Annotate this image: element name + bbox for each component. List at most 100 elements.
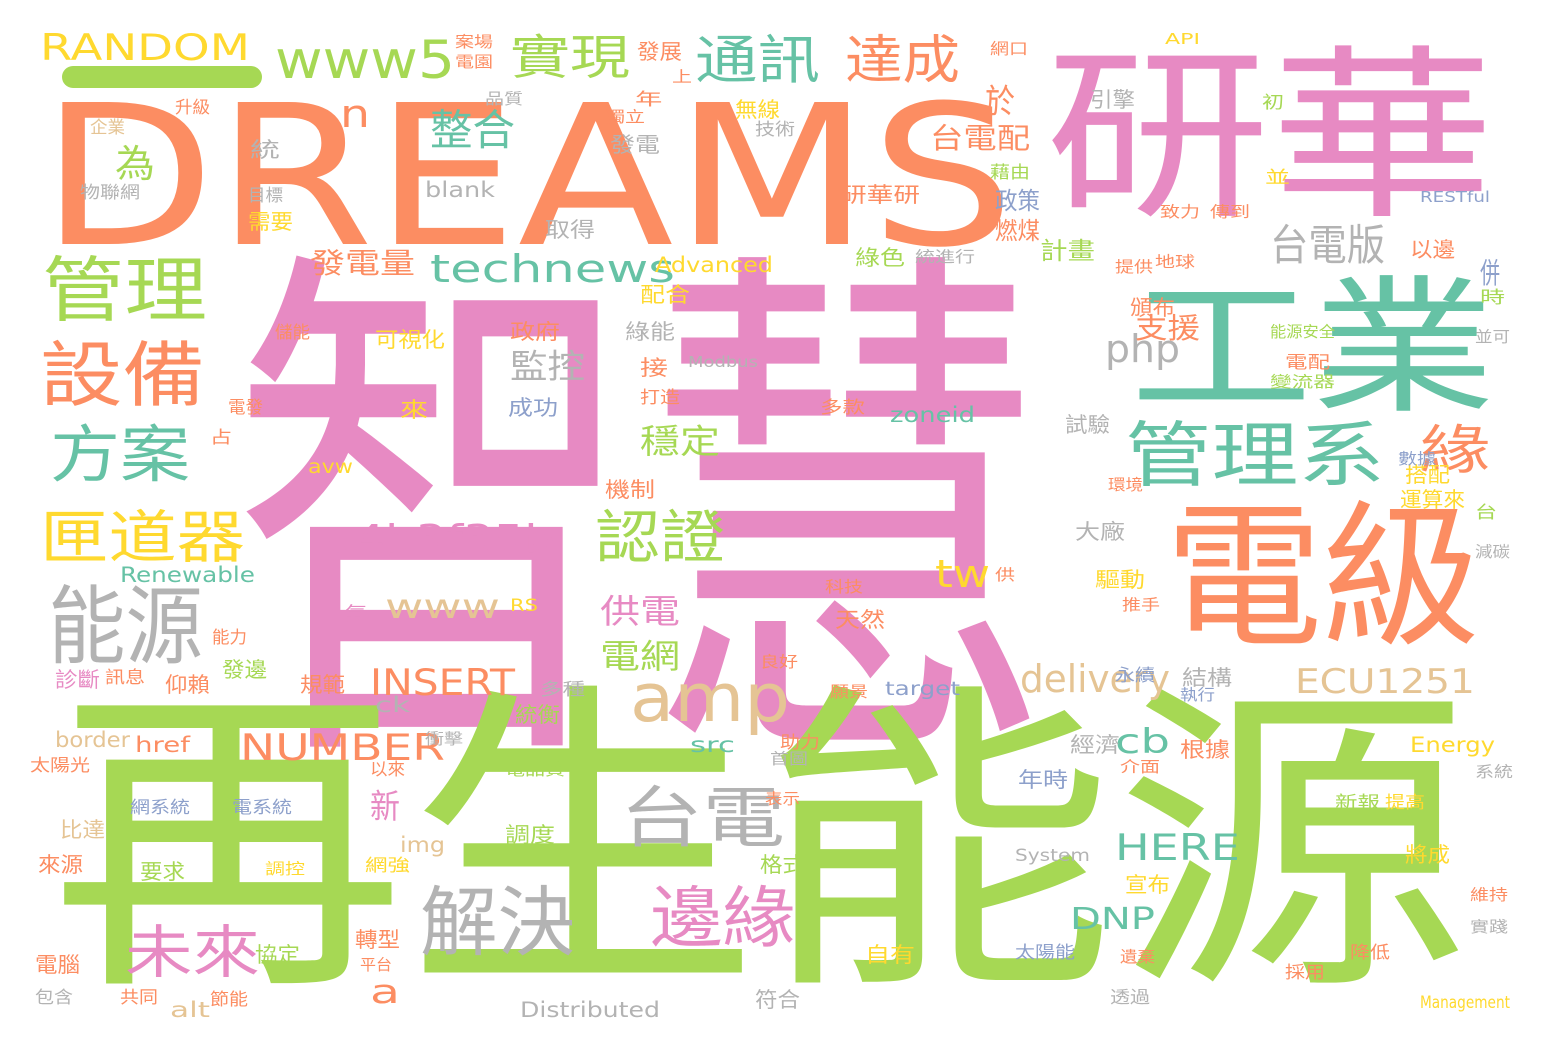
cloud-word: 新 — [370, 787, 401, 826]
cloud-word: src — [690, 733, 735, 757]
cloud-word: RS — [510, 596, 538, 616]
cloud-word: 電發 — [228, 398, 263, 418]
cloud-word: 升級 — [175, 98, 210, 118]
cloud-word: 電品質 — [505, 760, 565, 780]
cloud-word: 供 — [995, 566, 1015, 584]
cloud-word: 來源 — [38, 853, 84, 877]
cloud-word: 打造 — [640, 388, 680, 408]
cloud-word: 緣 — [1420, 421, 1491, 481]
cloud-word: API — [1165, 30, 1200, 48]
cloud-word: 推手 — [1122, 596, 1160, 614]
cloud-word: 共同 — [120, 988, 158, 1008]
cloud-word: 研華研 — [840, 183, 920, 207]
cloud-word: RESTful — [1420, 188, 1490, 206]
cloud-word: 引擎 — [1090, 88, 1136, 112]
cloud-word: 認證 — [595, 505, 725, 571]
cloud-word: 品質 — [485, 90, 523, 108]
cloud-word: 經濟 — [1070, 733, 1120, 757]
cloud-word: 邊緣 — [650, 879, 795, 957]
cloud-word: 企業 — [90, 118, 125, 138]
cloud-word: 系統 — [1475, 763, 1513, 781]
cloud-word: 成功 — [508, 396, 558, 420]
cloud-word: 驅動 — [1095, 568, 1145, 592]
cloud-word: 為 — [115, 142, 156, 186]
cloud-word: 地球 — [1155, 253, 1195, 271]
cloud-word: 時 — [1480, 288, 1505, 308]
cloud-word: www — [385, 587, 500, 627]
cloud-word: 發電量 — [310, 247, 416, 280]
cloud-word: 計畫 — [1040, 237, 1096, 265]
cloud-word: 統衡 — [515, 703, 561, 727]
cloud-word: 無線 — [735, 98, 781, 122]
cloud-word: 大廠 — [1075, 520, 1125, 544]
cloud-word: 執行 — [1180, 686, 1215, 704]
decorative-dash — [62, 66, 262, 88]
cloud-word: 發展 — [637, 40, 683, 64]
cloud-word: 首圖 — [770, 750, 808, 768]
cloud-word: 多款 — [820, 398, 865, 418]
cloud-word: RANDOM — [40, 27, 250, 69]
cloud-word: 包含 — [35, 988, 73, 1008]
cloud-word: 監控 — [510, 347, 586, 386]
cloud-word: 診斷 — [55, 668, 101, 692]
cloud-word: 轉型 — [355, 928, 401, 952]
cloud-word: 穩定 — [640, 422, 721, 461]
cloud-word: 技術 — [755, 120, 795, 140]
cloud-word: 供電 — [600, 592, 681, 631]
cloud-word: 能源安全 — [1270, 323, 1335, 341]
cloud-word: 天然 — [835, 608, 885, 632]
cloud-word: 致力 — [1160, 203, 1200, 221]
cloud-word: zoneid — [890, 403, 975, 427]
cloud-word: cb — [1115, 722, 1170, 762]
cloud-word: 仰賴 — [165, 673, 211, 697]
cloud-word: 搭配 — [1405, 463, 1451, 487]
cloud-word: INSERT — [370, 662, 515, 704]
cloud-word: 設備 — [40, 334, 206, 417]
cloud-word: Management — [1420, 993, 1510, 1013]
cloud-word: 自有 — [865, 943, 915, 967]
cloud-word: 初 — [1262, 93, 1284, 113]
cloud-word: 助力 — [780, 733, 820, 753]
cloud-word: 以邊 — [1410, 238, 1456, 262]
cloud-word: 網系統 — [130, 798, 190, 818]
cloud-word: 良好 — [760, 653, 798, 671]
cloud-word: ECU1251 — [1295, 662, 1475, 702]
cloud-word: 平台 — [360, 956, 392, 974]
cloud-word: n — [340, 92, 370, 136]
cloud-word: 維持 — [1470, 886, 1508, 904]
cloud-word: 調控 — [265, 860, 305, 878]
cloud-word: 電腦 — [35, 953, 81, 977]
cloud-word: img — [400, 833, 445, 857]
cloud-word: 協定 — [255, 943, 301, 967]
cloud-word: 新報 — [1335, 793, 1380, 813]
cloud-word: 並 — [1265, 168, 1290, 188]
cloud-word: 並可 — [1475, 328, 1510, 346]
cloud-word: 燃煤 — [995, 217, 1040, 245]
cloud-word: 通訊 — [695, 31, 820, 91]
cloud-word: 再生能源 — [50, 658, 1470, 1034]
cloud-word: 透過 — [1110, 988, 1150, 1008]
cloud-word: 規範 — [300, 673, 346, 697]
cloud-word: 可視化 — [375, 328, 445, 352]
cloud-word: 綠色 — [855, 246, 905, 270]
cloud-word: 物聯網 — [80, 183, 140, 203]
cloud-word: 願景 — [830, 683, 868, 701]
cloud-word: 能力 — [212, 628, 247, 648]
cloud-word: 台電版 — [1270, 221, 1386, 271]
cloud-word: 太陽能 — [1015, 943, 1075, 963]
cloud-word: 採用 — [1285, 963, 1325, 983]
cloud-word: 未來 — [125, 920, 260, 986]
cloud-word: 網口 — [990, 40, 1028, 58]
cloud-word: 政策 — [995, 187, 1040, 215]
cloud-word: avw — [308, 456, 354, 478]
cloud-word: blank — [425, 178, 495, 202]
cloud-word: 格式 — [760, 853, 806, 877]
cloud-word: technews — [430, 247, 675, 291]
cloud-word: 台 — [1475, 503, 1497, 523]
cloud-word: 接 — [640, 356, 669, 380]
cloud-word: 年時 — [1018, 768, 1068, 792]
cloud-word: 台電配 — [930, 122, 1031, 155]
cloud-word: www5 — [275, 31, 456, 91]
cloud-word: 於 — [985, 82, 1016, 121]
cloud-word: 根據 — [1180, 738, 1230, 762]
